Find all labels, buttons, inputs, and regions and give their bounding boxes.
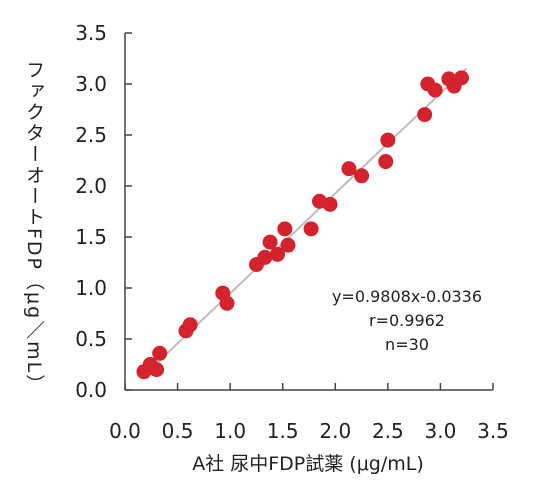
y-tick-label: 1.0: [75, 276, 107, 300]
y-tick-label: 0.0: [75, 378, 107, 402]
tick-labels: 0.0 0.5 1.0 1.5 2.0 2.5 3.0 3.5 0.0 0.5 1.0 1.5 2.0 2…: [75, 21, 509, 443]
x-tick-label: 2.5: [372, 419, 404, 443]
y-tick-label: 1.5: [75, 225, 107, 249]
y-tick-label: 3.5: [75, 21, 107, 45]
stat-annotation: n=30: [385, 335, 429, 354]
x-tick-label: 3.0: [425, 419, 457, 443]
data-point: [380, 132, 396, 148]
x-axis-title: A社 尿中FDP試薬 (μg/mL): [192, 453, 424, 475]
data-point: [149, 362, 165, 378]
data-point: [277, 221, 293, 237]
data-points: [136, 70, 469, 380]
data-point: [152, 345, 168, 361]
x-tick-label: 0.0: [109, 419, 141, 443]
data-point: [417, 107, 433, 123]
y-tick-label: 2.5: [75, 123, 107, 147]
data-point: [427, 82, 443, 98]
data-point: [262, 234, 278, 250]
y-axis-title: ファクターオートFDP（μg／mL）: [23, 60, 45, 395]
data-point: [257, 249, 273, 265]
data-point: [269, 246, 285, 262]
data-point: [219, 295, 235, 311]
x-tick-label: 1.0: [214, 419, 246, 443]
y-tick-label: 2.0: [75, 174, 107, 198]
stat-annotation: y=0.9808x-0.0336: [332, 287, 482, 306]
data-point: [182, 317, 198, 333]
data-point: [280, 237, 296, 253]
data-point: [341, 161, 357, 177]
data-point: [354, 168, 370, 184]
data-point: [303, 221, 319, 237]
x-tick-label: 3.5: [477, 419, 509, 443]
annotations: y=0.9808x-0.0336 r=0.9962 n=30: [332, 287, 482, 354]
axes: [124, 32, 494, 391]
stat-annotation: r=0.9962: [369, 311, 445, 330]
data-point: [453, 70, 469, 86]
x-tick-label: 0.5: [162, 419, 194, 443]
x-tick-label: 2.0: [319, 419, 351, 443]
y-tick-label: 0.5: [75, 327, 107, 351]
y-tick-label: 3.0: [75, 72, 107, 96]
data-point: [322, 196, 338, 212]
x-tick-label: 1.5: [267, 419, 299, 443]
data-point: [378, 154, 394, 170]
